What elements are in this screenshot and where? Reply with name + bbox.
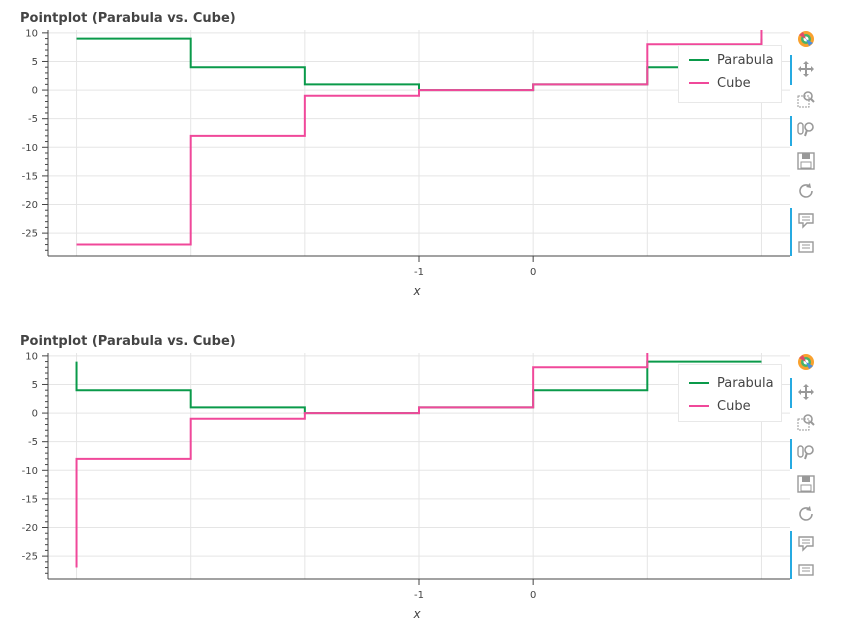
box-zoom-icon[interactable] bbox=[797, 413, 815, 431]
x-tick-label: -1 bbox=[414, 590, 424, 601]
legend-swatch-parabula bbox=[689, 382, 709, 384]
legend-label-cube: Cube bbox=[717, 75, 751, 91]
pan-icon[interactable] bbox=[797, 60, 815, 78]
bokeh-logo-icon[interactable] bbox=[797, 30, 815, 48]
y-tick-label: -15 bbox=[22, 171, 38, 182]
y-tick-label: 5 bbox=[32, 380, 38, 391]
wheel-zoom-icon[interactable] bbox=[797, 443, 815, 461]
x-tick-label: -1 bbox=[414, 267, 424, 278]
y-tick-label: -5 bbox=[28, 114, 38, 125]
y-tick-label: 5 bbox=[32, 57, 38, 68]
y-tick-label: 0 bbox=[32, 409, 38, 420]
series-line-cube[interactable] bbox=[76, 0, 763, 246]
y-tick-label: -20 bbox=[22, 523, 38, 534]
bokeh-logo-icon[interactable] bbox=[797, 353, 815, 371]
y-tick-label: -15 bbox=[22, 494, 38, 505]
active-tool-indicator bbox=[790, 439, 792, 469]
help-icon[interactable] bbox=[797, 561, 815, 579]
y-tick-label: 0 bbox=[32, 86, 38, 97]
y-tick-label: 10 bbox=[25, 351, 38, 362]
x-tick-label: 0 bbox=[530, 590, 536, 601]
chart-panel-top: Pointplot (Parabula vs. Cube) 10 5 0 -5 -10-… bbox=[0, 0, 857, 316]
legend-label-parabula: Parabula bbox=[717, 52, 774, 68]
active-tool-indicator bbox=[790, 116, 792, 146]
legend-label-cube: Cube bbox=[717, 398, 751, 414]
legend: Parabula Cube bbox=[678, 364, 782, 422]
legend-item-parabula[interactable]: Parabula bbox=[689, 374, 774, 392]
active-tool-indicator bbox=[790, 378, 792, 408]
y-tick-label: 10 bbox=[25, 28, 38, 39]
help-icon[interactable] bbox=[797, 238, 815, 256]
legend: Parabula Cube bbox=[678, 45, 782, 103]
active-tool-indicator bbox=[790, 208, 792, 256]
legend-label-parabula: Parabula bbox=[717, 375, 774, 391]
legend-swatch-parabula bbox=[689, 59, 709, 61]
legend-item-cube[interactable]: Cube bbox=[689, 397, 751, 415]
active-tool-indicator bbox=[790, 55, 792, 85]
chart-panel-bottom: Pointplot (Parabula vs. Cube) 10 5 0 -5 -10-… bbox=[0, 323, 857, 639]
hover-icon[interactable] bbox=[797, 212, 815, 230]
x-tick-label: 0 bbox=[530, 267, 536, 278]
legend-swatch-cube bbox=[689, 82, 709, 84]
chart-title: Pointplot (Parabula vs. Cube) bbox=[20, 334, 236, 349]
y-tick-label: -25 bbox=[22, 229, 38, 240]
chart-title: Pointplot (Parabula vs. Cube) bbox=[20, 11, 236, 26]
legend-item-cube[interactable]: Cube bbox=[689, 74, 751, 92]
y-tick-label: -5 bbox=[28, 437, 38, 448]
x-axis-label: x bbox=[412, 607, 421, 621]
box-zoom-icon[interactable] bbox=[797, 90, 815, 108]
legend-item-parabula[interactable]: Parabula bbox=[689, 51, 774, 69]
series-line-cube[interactable] bbox=[75, 323, 762, 568]
save-icon[interactable] bbox=[797, 152, 815, 170]
y-tick-label: -25 bbox=[22, 552, 38, 563]
y-tick-label: -10 bbox=[22, 143, 38, 154]
hover-icon[interactable] bbox=[797, 535, 815, 553]
save-icon[interactable] bbox=[797, 475, 815, 493]
y-tick-label: -20 bbox=[22, 200, 38, 211]
x-axis-label: x bbox=[412, 284, 421, 298]
y-tick-label: -10 bbox=[22, 466, 38, 477]
reset-icon[interactable] bbox=[797, 182, 815, 200]
legend-swatch-cube bbox=[689, 405, 709, 407]
reset-icon[interactable] bbox=[797, 505, 815, 523]
active-tool-indicator bbox=[790, 531, 792, 579]
wheel-zoom-icon[interactable] bbox=[797, 120, 815, 138]
pan-icon[interactable] bbox=[797, 383, 815, 401]
